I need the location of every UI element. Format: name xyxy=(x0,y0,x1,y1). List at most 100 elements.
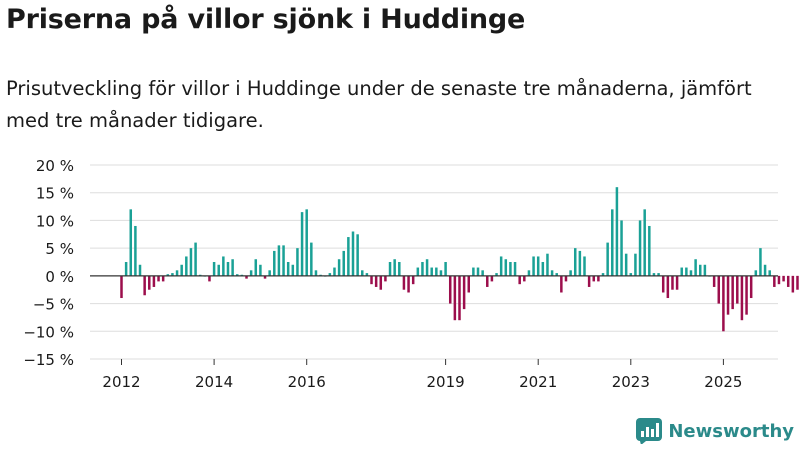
bar xyxy=(597,275,600,282)
bar xyxy=(731,275,734,310)
bar xyxy=(722,275,725,332)
bar xyxy=(138,264,142,276)
x-tick-label: 2019 xyxy=(427,373,465,391)
x-tick-label: 2012 xyxy=(102,373,140,391)
bar xyxy=(629,273,633,276)
bar xyxy=(536,256,540,276)
bar xyxy=(486,275,489,287)
bar xyxy=(675,275,679,290)
bar xyxy=(263,275,267,279)
y-tick-label: 0 % xyxy=(45,268,74,286)
bar xyxy=(222,256,225,276)
bar xyxy=(615,187,619,276)
x-tick-label: 2021 xyxy=(519,373,557,391)
bar xyxy=(384,275,387,282)
bar xyxy=(763,264,767,276)
bar xyxy=(458,275,461,321)
bar xyxy=(282,245,285,276)
bar xyxy=(259,264,262,276)
bar xyxy=(754,270,758,276)
x-tick-label: 2016 xyxy=(288,373,326,391)
bar xyxy=(786,275,790,287)
bar xyxy=(268,270,271,276)
bar xyxy=(333,267,336,276)
bar xyxy=(638,220,642,276)
bar xyxy=(180,264,183,276)
bar xyxy=(578,250,582,276)
bar xyxy=(740,275,744,321)
bar xyxy=(134,225,137,276)
bar xyxy=(768,270,771,276)
bar xyxy=(791,275,795,293)
bar-chart-logo-icon xyxy=(636,418,663,444)
bar xyxy=(592,275,596,282)
bar xyxy=(439,270,443,276)
bar xyxy=(560,275,563,293)
y-tick-label: 15 % xyxy=(36,185,74,203)
bar xyxy=(583,256,586,276)
bar xyxy=(124,262,128,276)
bar xyxy=(245,275,248,279)
bar xyxy=(314,270,318,276)
bar xyxy=(347,237,350,276)
bar xyxy=(495,273,498,276)
bar xyxy=(759,248,762,276)
bar xyxy=(726,275,730,315)
bar xyxy=(648,225,651,276)
bar xyxy=(666,275,670,299)
bar xyxy=(661,275,665,293)
bar xyxy=(370,275,373,285)
bar xyxy=(226,262,230,276)
bar xyxy=(421,262,424,276)
bar xyxy=(435,267,438,276)
bar xyxy=(448,275,452,304)
bar xyxy=(462,275,466,310)
bar xyxy=(444,262,447,276)
bar xyxy=(166,274,170,276)
bar xyxy=(425,259,429,276)
bar xyxy=(601,273,605,276)
bar xyxy=(481,270,484,276)
bar xyxy=(736,275,739,304)
bar xyxy=(587,275,591,287)
y-tick-label: −10 % xyxy=(23,323,74,341)
y-tick-label: −5 % xyxy=(33,296,74,314)
bar xyxy=(231,259,234,276)
bar xyxy=(703,264,707,276)
bar xyxy=(296,248,299,276)
bar xyxy=(152,275,156,287)
bar xyxy=(532,256,535,276)
bar xyxy=(208,275,211,282)
bar xyxy=(430,267,433,276)
bar xyxy=(509,262,512,276)
bar xyxy=(699,264,702,276)
y-tick-label: 5 % xyxy=(45,240,74,258)
x-tick-label: 2023 xyxy=(612,373,650,391)
bar xyxy=(236,274,239,276)
bar xyxy=(476,267,480,276)
bar xyxy=(189,248,193,276)
bar xyxy=(342,250,345,276)
bar xyxy=(328,273,332,276)
x-tick-label: 2014 xyxy=(195,373,233,391)
bar xyxy=(161,275,165,282)
bar xyxy=(129,209,133,276)
bar xyxy=(796,275,799,290)
bar xyxy=(365,273,369,276)
bar xyxy=(527,270,531,276)
bar xyxy=(745,275,748,315)
bar xyxy=(573,248,577,276)
bar xyxy=(388,262,392,276)
bar xyxy=(643,209,646,276)
bar xyxy=(175,270,179,276)
bar xyxy=(467,275,470,293)
brand: Newsworthy xyxy=(636,418,794,444)
bar xyxy=(569,270,572,276)
bar xyxy=(361,270,364,276)
bar xyxy=(680,267,683,276)
bar xyxy=(337,259,341,276)
bar xyxy=(310,242,313,276)
chart-subtitle: Prisutveckling för villor i Huddinge und… xyxy=(6,77,752,132)
bar xyxy=(374,275,378,287)
bar xyxy=(407,275,410,293)
